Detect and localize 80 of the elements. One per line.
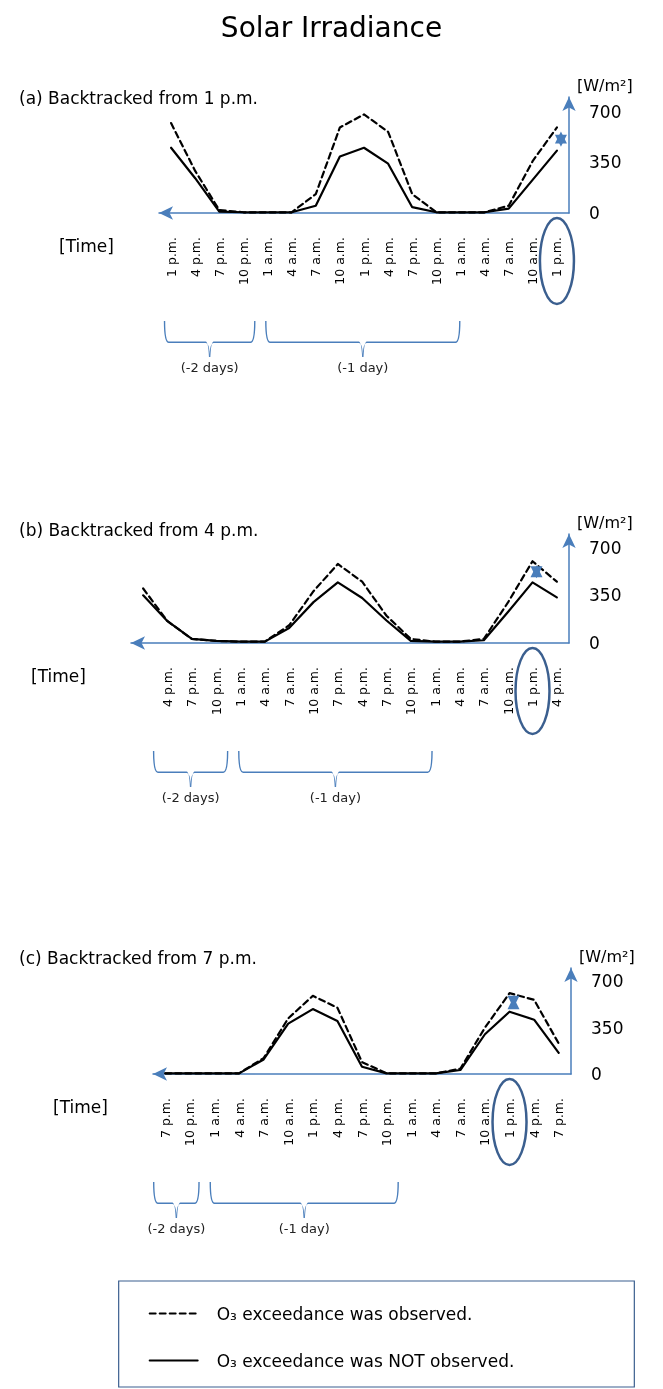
x-tick-label: 1 p.m. bbox=[305, 1098, 321, 1138]
y-tick-label: 700 bbox=[589, 537, 622, 558]
y-tick-label: 0 bbox=[589, 633, 600, 653]
text: (-1 day) bbox=[309, 790, 361, 805]
x-tick-label: 7 p.m. bbox=[184, 667, 200, 707]
x-tick-label: 10 a.m. bbox=[525, 237, 541, 285]
x-tick-label: 10 a.m. bbox=[500, 667, 516, 715]
x-tick-label: 7 a.m. bbox=[256, 1098, 272, 1138]
x-tick-label: 10 p.m. bbox=[379, 1098, 395, 1146]
x-tick-label: 4 p.m. bbox=[329, 1098, 345, 1138]
x-tick-label: 4 p.m. bbox=[380, 237, 396, 277]
x-tick-label: 7 a.m. bbox=[452, 1098, 468, 1138]
x-tick-label: 4 p.m. bbox=[526, 1098, 542, 1138]
x-tick-label: 7 p.m. bbox=[379, 667, 394, 707]
x-tick-label: 1 a.m. bbox=[403, 1098, 419, 1138]
x-tick-label: 10 a.m. bbox=[332, 237, 348, 285]
x-tick-label: 7 p.m. bbox=[330, 667, 346, 707]
x-tick-label: 10 a.m. bbox=[306, 667, 321, 715]
text: (-2 days) bbox=[147, 1221, 206, 1236]
y-tick-label: 350 bbox=[591, 1017, 624, 1038]
x-tick-label: 7 p.m. bbox=[354, 1098, 370, 1138]
x-tick-label: 7 a.m. bbox=[476, 667, 492, 707]
text: (-1 day) bbox=[278, 1221, 330, 1236]
chart-subtitle: (c) Backtracked from 7 p.m. bbox=[19, 947, 257, 968]
y-tick-label: 700 bbox=[591, 971, 624, 992]
text: (-1 day) bbox=[337, 360, 389, 375]
x-tick-label: 10 p.m. bbox=[428, 237, 444, 285]
legend-label: O₃ exceedance was NOT observed. bbox=[216, 1350, 515, 1371]
text: (-2 days) bbox=[180, 360, 239, 375]
x-tick-label: 7 p.m. bbox=[157, 1098, 173, 1138]
chart-title: Solar Irradiance bbox=[220, 10, 443, 44]
y-tick-label: 0 bbox=[591, 1064, 602, 1084]
x-tick-label: 4 p.m. bbox=[354, 667, 370, 707]
x-tick-label: 4 p.m. bbox=[160, 667, 175, 707]
x-axis-title: [Time] bbox=[53, 1096, 108, 1117]
y-tick-label: 350 bbox=[589, 585, 622, 606]
line-series bbox=[142, 560, 558, 643]
x-tick-label: 10 p.m. bbox=[403, 667, 419, 715]
x-tick-label: 4 a.m. bbox=[284, 237, 300, 277]
y-axis-title: [W/m²] bbox=[577, 75, 633, 95]
x-axis-title: [Time] bbox=[59, 235, 114, 256]
x-tick-label: 4 p.m. bbox=[187, 237, 203, 277]
y-axis-title: [W/m²] bbox=[577, 512, 633, 532]
x-tick-label: 4 a.m. bbox=[428, 1098, 444, 1138]
y-tick-label: 0 bbox=[589, 203, 600, 223]
x-tick-label: 1 p.m. bbox=[525, 667, 540, 707]
text: (-2 days) bbox=[161, 790, 220, 805]
x-tick-label: 10 p.m. bbox=[208, 667, 224, 715]
x-axis-title: [Time] bbox=[31, 665, 86, 686]
x-tick-label: 4 a.m. bbox=[257, 667, 273, 707]
x-tick-label: 10 p.m. bbox=[182, 1098, 198, 1146]
x-tick-label: 1 a.m. bbox=[233, 667, 248, 707]
y-tick-label: 700 bbox=[589, 101, 622, 122]
x-tick-label: 1 p.m. bbox=[502, 1098, 518, 1138]
x-tick-label: 1 p.m. bbox=[356, 237, 372, 277]
legend-label: O₃ exceedance was observed. bbox=[216, 1303, 473, 1324]
x-tick-label: 1 a.m. bbox=[206, 1098, 222, 1138]
chart-subtitle: (b) Backtracked from 4 p.m. bbox=[19, 519, 259, 540]
x-tick-label: 1 p.m. bbox=[163, 237, 179, 277]
x-tick-label: 1 a.m. bbox=[452, 237, 468, 277]
x-tick-label: 1 p.m. bbox=[549, 237, 565, 277]
x-tick-label: 10 a.m. bbox=[477, 1098, 493, 1146]
y-tick-label: 350 bbox=[589, 152, 622, 173]
x-tick-label: 7 a.m. bbox=[281, 667, 297, 707]
x-tick-label: 7 p.m. bbox=[404, 237, 420, 277]
x-tick-label: 10 a.m. bbox=[280, 1098, 296, 1146]
x-tick-label: 4 a.m. bbox=[231, 1098, 247, 1138]
x-tick-label: 4 a.m. bbox=[452, 667, 467, 707]
line-series bbox=[169, 113, 559, 214]
x-tick-label: 7 a.m. bbox=[501, 237, 517, 277]
x-tick-label: 7 a.m. bbox=[308, 237, 324, 277]
y-axis-title: [W/m²] bbox=[579, 946, 635, 966]
x-tick-label: 10 p.m. bbox=[235, 237, 251, 285]
chart-subtitle: (a) Backtracked from 1 p.m. bbox=[19, 87, 259, 108]
x-tick-label: 7 p.m. bbox=[551, 1098, 567, 1138]
x-tick-label: 7 p.m. bbox=[211, 237, 227, 277]
x-tick-label: 4 a.m. bbox=[477, 237, 493, 277]
x-tick-label: 4 p.m. bbox=[549, 667, 565, 707]
x-tick-label: 1 a.m. bbox=[260, 237, 276, 277]
x-tick-label: 1 a.m. bbox=[427, 667, 443, 707]
